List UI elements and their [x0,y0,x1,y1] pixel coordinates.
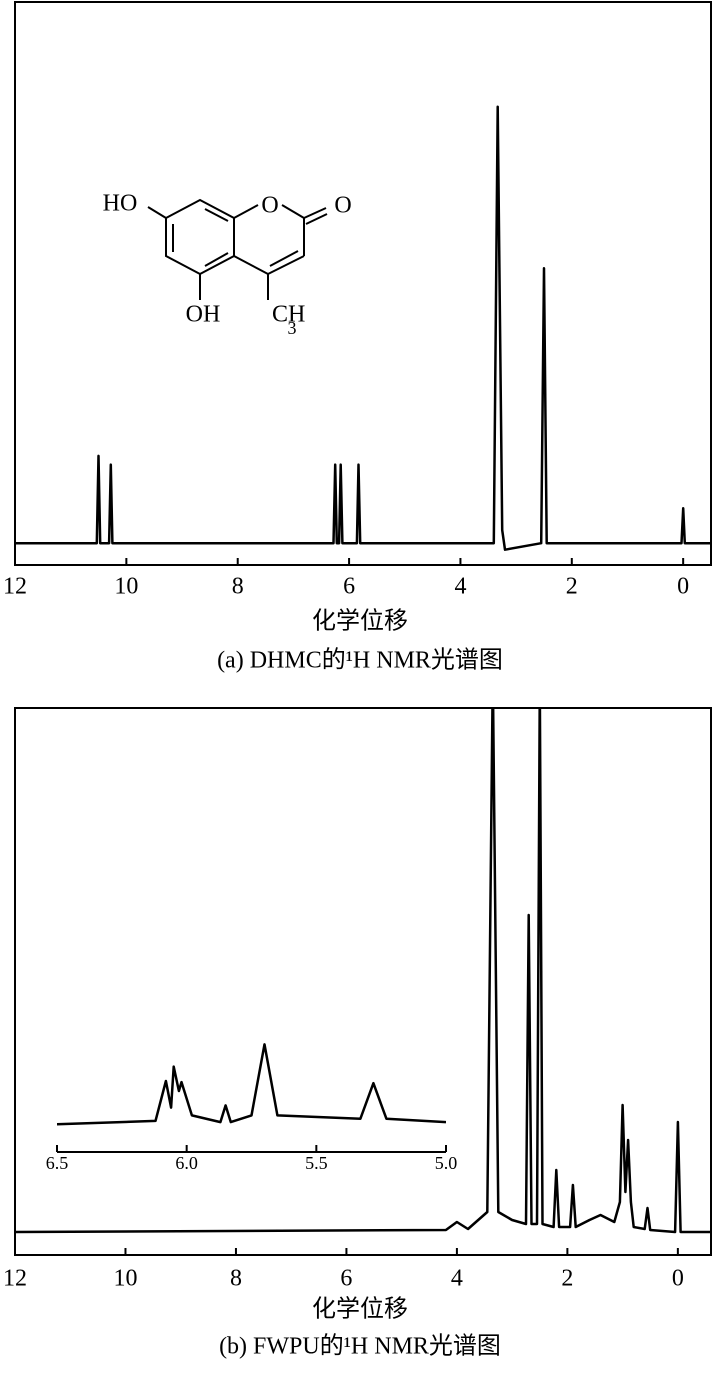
x-tick-label: 4 [451,1266,463,1292]
x-tick-label: 8 [230,1266,242,1292]
structure-label: O [261,193,278,219]
plot-frame [14,1,712,566]
x-tick-label: 5.0 [435,1153,458,1173]
structure-label: O [334,193,351,219]
molecule [147,198,328,300]
spectrum-line [15,708,711,1234]
x-tick-label: 8 [232,574,244,600]
x-tick-label: 12 [3,1266,27,1292]
structure-label: CH [272,302,305,328]
structure-label: 3 [288,318,297,338]
x-tick-label: 10 [113,1266,137,1292]
x-tick-label: 6 [340,1266,352,1292]
chart-title: (a) DHMC的¹H NMR光谱图 [217,647,503,674]
x-tick-label: 0 [677,574,689,600]
x-tick-label: 6 [343,574,355,600]
x-tick-label: 2 [561,1266,573,1292]
x-tick-label: 10 [114,574,138,600]
x-tick-label: 4 [454,574,466,600]
x-tick-label: 2 [566,574,578,600]
spectrum-line [57,1043,446,1126]
structure-label: OH [186,302,221,328]
x-axis-label: 化学位移 [312,608,408,635]
x-tick-label: 5.5 [305,1153,328,1173]
x-tick-label: 6.0 [175,1153,198,1173]
plot-frame [14,707,712,1256]
x-tick-label: 12 [3,574,27,600]
chart-title: (b) FWPU的¹H NMR光谱图 [219,1333,501,1360]
x-axis-label: 化学位移 [312,1296,408,1323]
x-tick-label: 6.5 [46,1153,69,1173]
spectrum-line [15,105,711,551]
x-tick-label: 0 [672,1266,684,1292]
structure-label: HO [103,191,138,217]
